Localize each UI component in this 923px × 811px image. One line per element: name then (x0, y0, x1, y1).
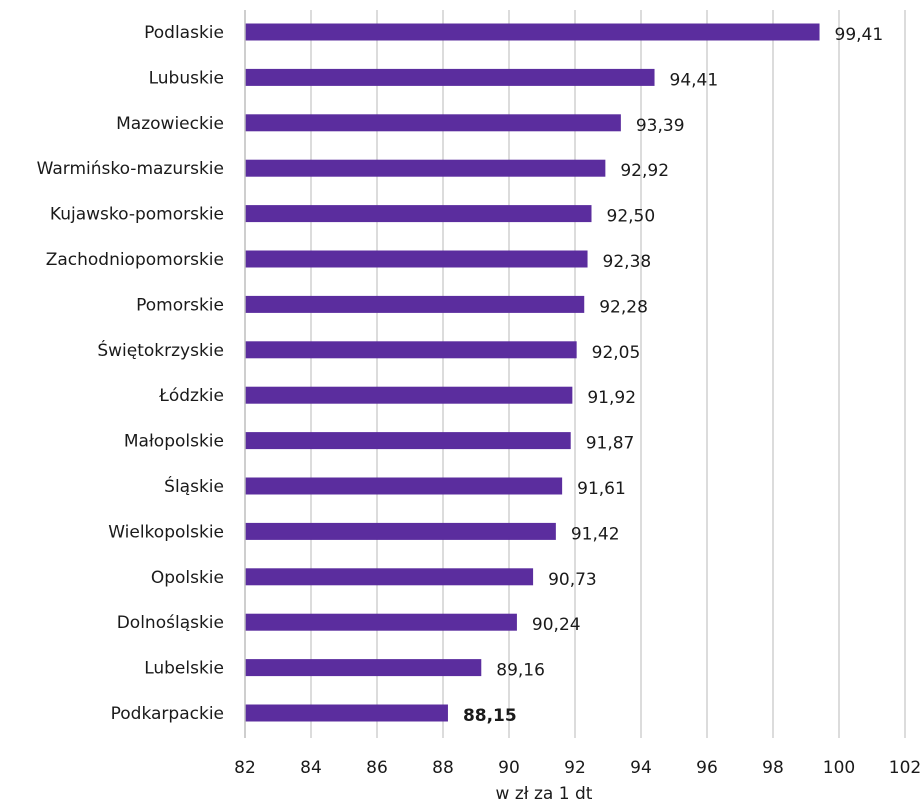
value-label: 92,05 (592, 343, 641, 363)
value-label: 91,92 (587, 388, 636, 408)
value-label: 92,38 (603, 252, 652, 272)
category-label: Podlaskie (144, 23, 224, 43)
value-label: 92,92 (620, 161, 669, 181)
x-tick-label: 96 (696, 758, 718, 778)
value-label: 93,39 (636, 116, 685, 136)
category-label: Kujawsko-pomorskie (50, 205, 224, 225)
bar (245, 341, 577, 359)
x-tick-label: 86 (366, 758, 388, 778)
x-tick-label: 92 (564, 758, 586, 778)
category-label: Warmińsko-mazurskie (37, 159, 224, 179)
x-tick-label: 100 (823, 758, 855, 778)
value-label: 88,15 (463, 706, 517, 726)
bar (245, 23, 820, 41)
category-label: Świętokrzyskie (97, 339, 224, 361)
category-label: Pomorskie (136, 295, 224, 315)
bar (245, 522, 556, 540)
bar (245, 114, 621, 132)
bar (245, 613, 517, 631)
bar (245, 568, 534, 586)
x-tick-label: 102 (889, 758, 921, 778)
x-tick-label: 88 (432, 758, 454, 778)
value-label: 91,42 (571, 524, 620, 544)
value-label: 91,87 (586, 434, 635, 454)
bar (245, 477, 563, 495)
bar (245, 250, 588, 268)
category-label: Małopolskie (124, 432, 224, 452)
value-label: 91,61 (577, 479, 626, 499)
bars: 99,41 94,41 93,39 92,92 92,50 92,38 92,28 92,05… (245, 23, 884, 726)
bar (245, 159, 606, 177)
category-label: Lubuskie (149, 68, 224, 88)
x-tick-label: 84 (300, 758, 322, 778)
category-label: Łódzkie (158, 386, 224, 406)
category-label: Wielkopolskie (108, 522, 224, 542)
value-label: 92,28 (599, 297, 648, 317)
bar (245, 704, 448, 722)
value-label: 92,50 (607, 207, 656, 227)
bar (245, 295, 585, 313)
category-label: Lubelskie (144, 659, 224, 679)
value-label: 94,41 (670, 70, 719, 90)
bar (245, 659, 482, 677)
x-tick-label: 90 (498, 758, 520, 778)
axes: 82 84 86 88 90 92 94 96 98 100 102 Podlaskie Lubuski… (37, 10, 921, 778)
bar (245, 205, 592, 223)
category-label: Podkarpackie (111, 704, 224, 724)
category-label: Zachodniopomorskie (46, 250, 224, 270)
category-label: Śląskie (164, 475, 224, 497)
x-tick-label: 82 (234, 758, 256, 778)
value-label: 90,24 (532, 615, 581, 635)
bar (245, 386, 573, 404)
category-label: Dolnośląskie (117, 613, 224, 633)
value-label: 89,16 (496, 661, 545, 681)
x-tick-label: 94 (630, 758, 652, 778)
x-tick-label: 98 (762, 758, 784, 778)
category-label: Mazowieckie (116, 114, 224, 134)
bar (245, 432, 571, 450)
value-label: 99,41 (835, 25, 884, 45)
grid-lines (310, 10, 906, 738)
category-label: Opolskie (151, 568, 224, 588)
value-label: 90,73 (548, 570, 597, 590)
x-axis-title: w zł za 1 dt (496, 784, 593, 804)
bar (245, 68, 655, 86)
